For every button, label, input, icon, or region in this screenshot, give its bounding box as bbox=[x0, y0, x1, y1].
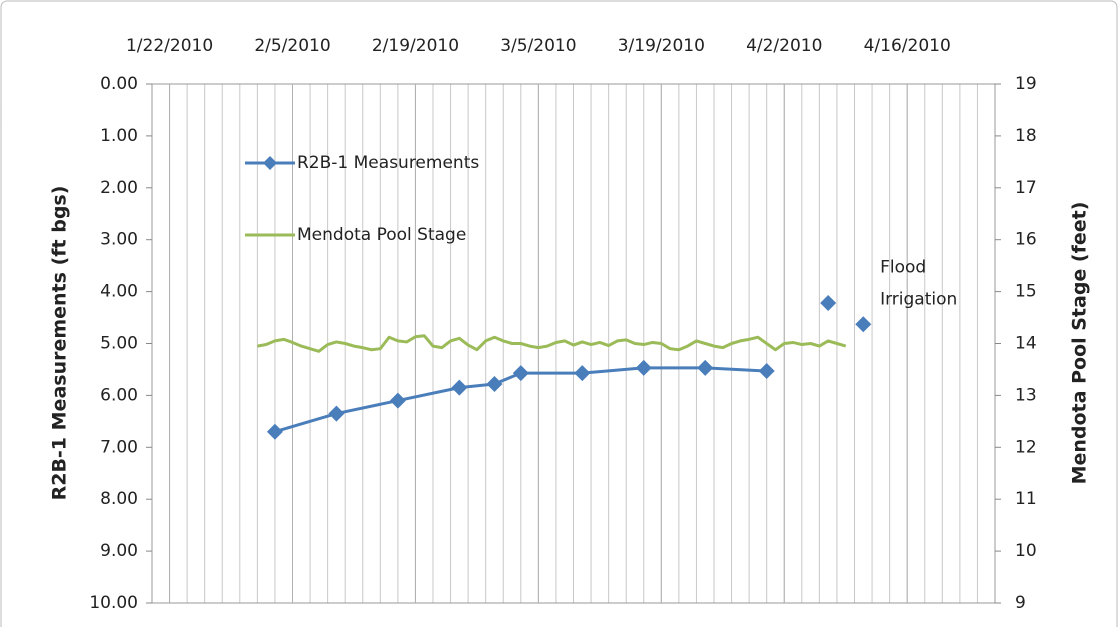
data-point bbox=[697, 359, 714, 376]
data-point bbox=[574, 365, 591, 382]
y2-tick-label: 17 bbox=[1015, 178, 1037, 198]
data-point bbox=[266, 423, 283, 440]
y-axis-label: R2B-1 Measurements (ft bgs) bbox=[49, 186, 71, 501]
y-tick-label: 9.00 bbox=[100, 541, 138, 561]
data-point bbox=[855, 316, 872, 333]
y-tick-label: 0.00 bbox=[100, 74, 138, 94]
data-point bbox=[451, 379, 468, 396]
y2-tick-label: 9 bbox=[1015, 593, 1026, 613]
y-tick-label: 4.00 bbox=[100, 282, 138, 302]
data-point bbox=[512, 365, 529, 382]
y-tick-label: 7.00 bbox=[100, 437, 138, 457]
x-tick-label: 4/2/2010 bbox=[746, 36, 822, 56]
legend-label: Mendota Pool Stage bbox=[297, 225, 466, 245]
y-tick-label: 3.00 bbox=[100, 230, 138, 250]
data-point bbox=[820, 295, 837, 312]
legend-label: R2B-1 Measurements bbox=[297, 153, 479, 173]
y2-tick-label: 10 bbox=[1015, 541, 1037, 561]
data-point bbox=[389, 392, 406, 409]
y2-tick-label: 12 bbox=[1015, 437, 1037, 457]
x-tick-label: 4/16/2010 bbox=[864, 36, 951, 56]
y2-axis-label: Mendota Pool Stage (feet) bbox=[1069, 202, 1091, 485]
x-tick-label: 2/19/2010 bbox=[372, 36, 459, 56]
y-tick-label: 2.00 bbox=[100, 178, 138, 198]
y2-tick-label: 15 bbox=[1015, 282, 1037, 302]
legend-marker bbox=[263, 156, 277, 170]
y-tick-label: 8.00 bbox=[100, 489, 138, 509]
data-point bbox=[635, 359, 652, 376]
y2-tick-label: 19 bbox=[1015, 74, 1037, 94]
series-line bbox=[257, 334, 847, 353]
data-point bbox=[758, 363, 775, 380]
y-tick-label: 5.00 bbox=[100, 334, 138, 354]
x-tick-label: 3/5/2010 bbox=[500, 36, 576, 56]
annotation: Irrigation bbox=[880, 290, 957, 310]
x-tick-label: 2/5/2010 bbox=[254, 36, 330, 56]
data-point bbox=[486, 375, 503, 392]
y2-tick-label: 13 bbox=[1015, 385, 1037, 405]
series-line bbox=[274, 366, 767, 434]
data-point bbox=[328, 405, 345, 422]
annotation: Flood bbox=[880, 258, 926, 278]
x-tick-label: 3/19/2010 bbox=[618, 36, 705, 56]
y2-tick-label: 18 bbox=[1015, 126, 1037, 146]
y2-tick-label: 11 bbox=[1015, 489, 1037, 509]
x-tick-label: 1/22/2010 bbox=[126, 36, 213, 56]
y-tick-label: 6.00 bbox=[100, 385, 138, 405]
y2-tick-label: 14 bbox=[1015, 334, 1037, 354]
y-tick-label: 10.00 bbox=[89, 593, 138, 613]
y-tick-label: 1.00 bbox=[100, 126, 138, 146]
y2-tick-label: 16 bbox=[1015, 230, 1037, 250]
